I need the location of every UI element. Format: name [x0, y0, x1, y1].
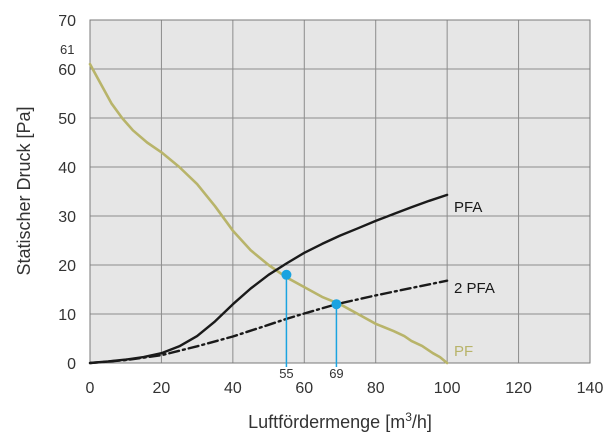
series-label-pfa: PFA — [454, 199, 482, 216]
series-label-pf: PF — [454, 343, 473, 360]
y-tick-label-70: 70 — [58, 13, 76, 30]
marker-layer: 55 69 — [279, 269, 344, 381]
y-tick-label-50: 50 — [58, 111, 76, 128]
marker-point-69 — [331, 299, 342, 310]
marker-label-69: 69 — [329, 366, 343, 381]
grid-lines — [89, 19, 591, 364]
y-axis-label: Statischer Druck [Pa] — [14, 106, 34, 275]
x-tick-label-0: 0 — [86, 380, 95, 397]
tick-labels: 0 20 40 60 80 100 120 140 0 10 20 30 40 50 60 70 — [58, 13, 603, 397]
marker-point-55 — [281, 269, 292, 280]
y-tick-label-0: 0 — [67, 356, 76, 373]
x-tick-label-140: 140 — [577, 380, 604, 397]
y-tick-label-30: 30 — [58, 209, 76, 226]
series-label-2pfa: 2 PFA — [454, 280, 495, 297]
series-layer — [88, 62, 449, 365]
x-tick-label-100: 100 — [434, 380, 461, 397]
x-tick-label-20: 20 — [153, 380, 171, 397]
series-line-pf — [88, 62, 449, 365]
x-tick-label-80: 80 — [367, 380, 385, 397]
y-tick-label-20: 20 — [58, 258, 76, 275]
x-tick-label-40: 40 — [224, 380, 242, 397]
y-tick-label-10: 10 — [58, 307, 76, 324]
plot-frame — [89, 19, 591, 364]
plot-background — [90, 20, 590, 363]
y-tick-label-60: 60 — [58, 62, 76, 79]
annotation-61: 61 — [60, 42, 74, 57]
y-tick-label-40: 40 — [58, 160, 76, 177]
x-tick-label-120: 120 — [505, 380, 532, 397]
x-axis-label: Luftfördermenge [m3/h] — [248, 410, 432, 432]
x-tick-label-60: 60 — [295, 380, 313, 397]
series-line-2-pfa — [88, 279, 449, 365]
marker-label-55: 55 — [279, 366, 293, 381]
